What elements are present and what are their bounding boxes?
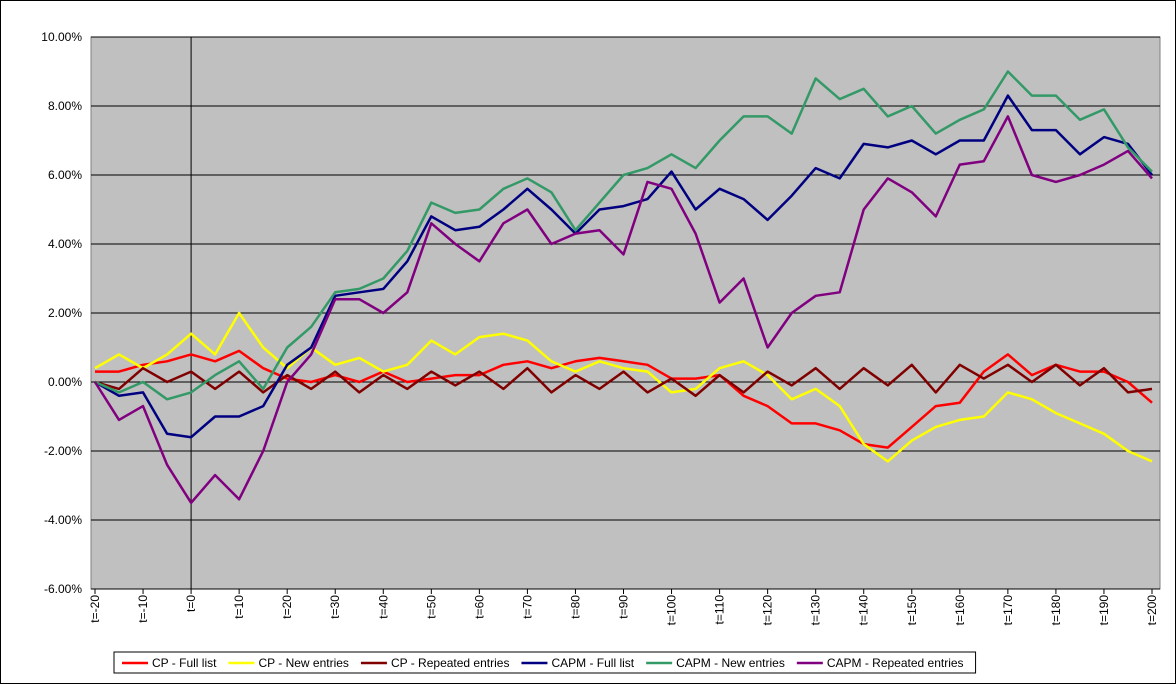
y-tick-label: 10.00% — [41, 30, 82, 44]
x-tick-label: t=180 — [1049, 595, 1063, 626]
y-tick-label: 4.00% — [48, 237, 82, 251]
legend-label: CP - New entries — [258, 656, 348, 670]
x-tick-label: t=70 — [520, 595, 534, 619]
x-tick-label: t=-10 — [136, 595, 150, 623]
legend-label: CAPM - New entries — [676, 656, 785, 670]
series-line — [94, 94, 1153, 439]
series-line — [94, 70, 1153, 401]
legend-label: CP - Full list — [152, 656, 217, 670]
y-tick-label: -6.00% — [44, 582, 82, 596]
y-tick-label: 8.00% — [48, 99, 82, 113]
legend: CP - Full list CP - New entries CP - Repea… — [113, 651, 977, 674]
y-tick-label: -2.00% — [44, 444, 82, 458]
x-tick-label: t=80 — [568, 595, 582, 619]
x-tick-label: t=190 — [1097, 595, 1111, 626]
x-tick-label: t=140 — [857, 595, 871, 626]
x-tick-label: t=50 — [424, 595, 438, 619]
x-tick-label: t=60 — [472, 595, 486, 619]
x-tick-label: t=20 — [280, 595, 294, 619]
x-tick-label: t=100 — [665, 595, 679, 626]
x-tick-label: t=170 — [1001, 595, 1015, 626]
x-tick-label: t=200 — [1145, 595, 1159, 626]
y-tick-label: 2.00% — [48, 306, 82, 320]
series-line — [95, 349, 1153, 449]
x-tick-label: t=40 — [376, 595, 390, 619]
x-tick-label: t=150 — [905, 595, 919, 626]
series-line — [94, 363, 1153, 398]
x-tick-label: t=160 — [953, 595, 967, 626]
x-tick-label: t=30 — [328, 595, 342, 619]
x-tick-label: t=10 — [232, 595, 246, 619]
x-tick-label: t=110 — [713, 595, 727, 625]
x-tick-label: t=90 — [617, 595, 631, 619]
y-tick-label: -4.00% — [44, 513, 82, 527]
series-line — [94, 311, 1153, 463]
x-tick-label: t=120 — [761, 595, 775, 626]
legend-label: CP - Repeated entries — [391, 656, 510, 670]
x-tick-label: t=0 — [184, 595, 198, 612]
legend-label: CAPM - Repeated entries — [827, 656, 964, 670]
y-tick-label: 6.00% — [48, 168, 82, 182]
legend-label: CAPM - Full list — [551, 656, 634, 670]
x-tick-label: t=130 — [809, 595, 823, 626]
x-tick-label: t=-20 — [88, 595, 102, 623]
series-line — [93, 115, 1153, 505]
y-tick-label: 0.00% — [48, 375, 82, 389]
